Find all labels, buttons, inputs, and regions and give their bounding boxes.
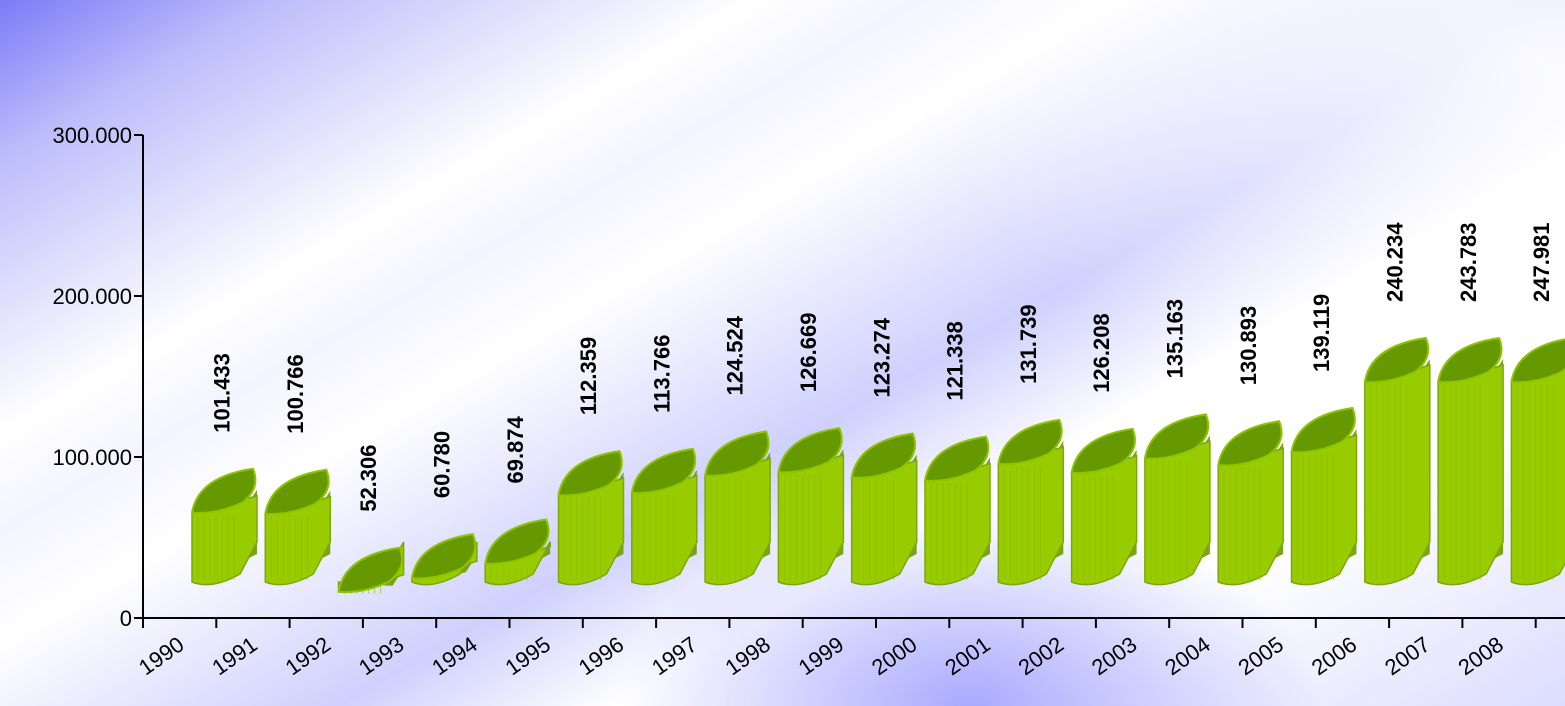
bar (557, 449, 625, 586)
bar (264, 468, 332, 586)
x-tick-label: 1996 (574, 632, 628, 681)
x-tick-label: 2001 (940, 632, 994, 681)
x-tick-label: 1997 (647, 632, 701, 681)
x-tick-label: 1993 (354, 632, 408, 681)
x-tick-label: 2006 (1307, 632, 1361, 681)
x-tick-label: 1995 (501, 632, 555, 681)
axis-ticks (134, 134, 1537, 628)
bar (997, 418, 1065, 586)
bar (630, 447, 698, 586)
x-tick-label: 2003 (1087, 632, 1141, 681)
data-label: 123.274 (869, 317, 894, 397)
x-axis-tick-labels: 1990 1991 1992 1993 1994 1995 1996 1997 1998 1999… (134, 632, 1508, 681)
y-tick-label: 0 (120, 606, 132, 631)
data-label: 100.766 (283, 354, 308, 434)
y-tick-label: 200.000 (52, 284, 132, 309)
y-axis-tick-labels: 0 100.000 200.000 300.000 (52, 123, 132, 631)
y-tick-label: 100.000 (52, 445, 132, 470)
x-tick-label: 2000 (867, 632, 921, 681)
data-label: 126.669 (796, 313, 821, 393)
bar (337, 541, 405, 594)
data-label: 69.874 (503, 415, 528, 483)
bar (1510, 338, 1565, 586)
data-label: 139.119 (1309, 294, 1334, 372)
data-label: 113.766 (649, 335, 674, 413)
bar (703, 430, 771, 586)
data-label: 130.893 (1236, 306, 1261, 386)
bars-group (190, 336, 1565, 594)
x-tick-label: 2008 (1453, 632, 1507, 681)
x-tick-label: 2005 (1234, 632, 1288, 681)
bar (410, 533, 478, 586)
data-label: 131.739 (1016, 304, 1041, 384)
bar (1217, 420, 1284, 586)
data-label: 101.433 (210, 353, 235, 433)
bar (1143, 413, 1211, 586)
data-label: 240.234 (1382, 222, 1407, 302)
bar (484, 518, 551, 586)
x-tick-label: 1990 (134, 632, 188, 681)
y-tick-label: 300.000 (52, 123, 132, 148)
x-tick-label: 1999 (794, 632, 848, 681)
x-tick-label: 2007 (1380, 632, 1434, 681)
bar (850, 432, 918, 586)
bar (1436, 336, 1504, 586)
x-tick-label: 1998 (720, 632, 774, 681)
data-label: 135.163 (1163, 299, 1188, 379)
bar (190, 467, 258, 586)
data-labels: 101.433 100.766 52.306 60.780 69.874 112.359 1… (210, 222, 1554, 512)
bar (1363, 336, 1431, 586)
x-tick-label: 1991 (207, 632, 261, 681)
data-label: 52.306 (356, 444, 381, 511)
data-label: 243.783 (1456, 222, 1481, 302)
x-tick-label: 2002 (1014, 632, 1068, 681)
data-label: 121.338 (943, 321, 968, 401)
x-tick-label: 1994 (427, 632, 481, 681)
data-label: 112.359 (576, 337, 601, 415)
data-label: 247.981 (1529, 222, 1554, 302)
data-label: 60.780 (430, 431, 455, 498)
bar (777, 426, 845, 586)
bar (1070, 427, 1138, 586)
x-tick-label: 1992 (281, 632, 335, 681)
bar (923, 435, 991, 586)
data-label: 124.524 (723, 315, 748, 395)
data-label: 126.208 (1089, 313, 1114, 393)
bar (1290, 406, 1358, 586)
x-tick-label: 2004 (1160, 632, 1214, 681)
